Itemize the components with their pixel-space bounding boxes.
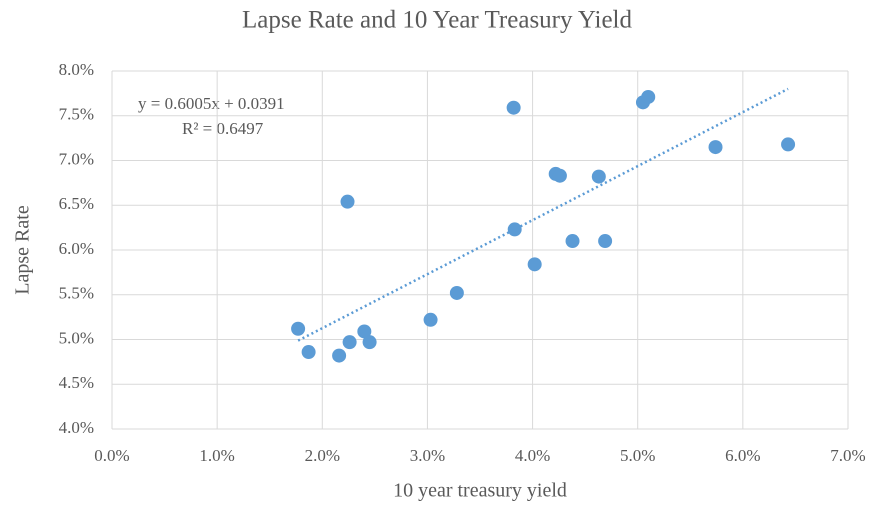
x-tick-label: 5.0% [620, 446, 655, 465]
x-tick-label: 7.0% [830, 446, 865, 465]
x-tick-label: 3.0% [410, 446, 445, 465]
x-tick-label: 2.0% [305, 446, 340, 465]
scatter-point [591, 169, 606, 184]
y-tick-label: 8.0% [59, 60, 94, 79]
y-tick-label: 4.0% [59, 418, 94, 437]
y-axis-label: Lapse Rate [12, 205, 34, 295]
r-squared: R² = 0.6497 [182, 119, 264, 138]
scatter-point [332, 348, 347, 363]
y-tick-label: 5.0% [59, 328, 94, 347]
y-tick-label: 5.5% [59, 284, 94, 303]
scatter-point [565, 234, 580, 249]
x-tick-label: 1.0% [199, 446, 234, 465]
scatter-point [507, 222, 522, 237]
scatter-point [449, 285, 464, 300]
scatter-point [598, 234, 613, 249]
chart-title: Lapse Rate and 10 Year Treasury Yield [242, 7, 632, 34]
scatter-point [506, 100, 521, 115]
trend-equation: y = 0.6005x + 0.0391 [138, 94, 285, 113]
scatter-point [641, 89, 656, 104]
y-tick-label: 7.0% [59, 149, 94, 168]
y-tick-label: 4.5% [59, 373, 94, 392]
x-tick-label: 6.0% [725, 446, 760, 465]
scatter-point [527, 257, 542, 272]
scatter-point [291, 321, 306, 336]
scatter-point [781, 137, 796, 152]
y-tick-label: 6.0% [59, 239, 94, 258]
trend-line [297, 87, 789, 342]
scatter-point [357, 324, 372, 339]
scatter-point [340, 194, 355, 209]
scatter-point [552, 168, 567, 183]
x-tick-label: 4.0% [515, 446, 550, 465]
scatter-point [708, 140, 723, 155]
y-tick-label: 7.5% [59, 105, 94, 124]
scatter-point [423, 312, 438, 327]
x-tick-label: 0.0% [94, 446, 129, 465]
scatter-point [301, 345, 316, 360]
x-axis-label: 10 year treasury yield [393, 480, 567, 502]
y-tick-label: 6.5% [59, 194, 94, 213]
scatter-point [342, 335, 357, 350]
scatter-point [362, 335, 377, 350]
